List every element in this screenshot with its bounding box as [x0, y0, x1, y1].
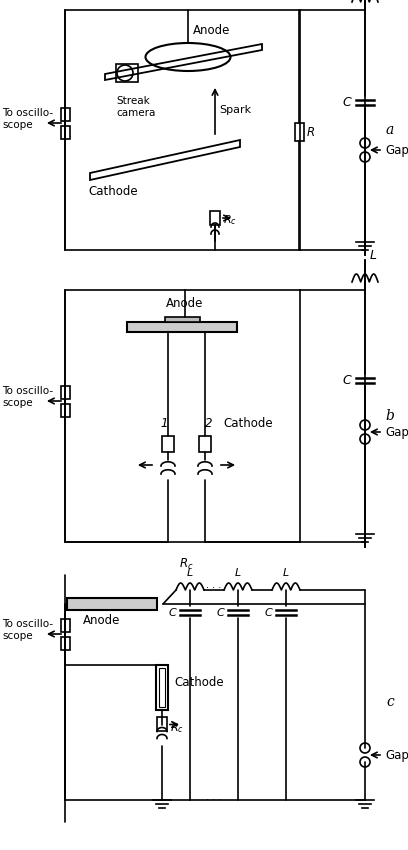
Text: · · ·: · · ·	[206, 795, 222, 805]
Bar	[157, 717, 167, 730]
Bar	[67, 598, 157, 610]
Text: $L$: $L$	[282, 566, 290, 578]
Text: Anode: Anode	[193, 24, 231, 37]
Bar	[199, 436, 211, 452]
Text: 2: 2	[205, 417, 213, 430]
Text: Gap: Gap	[385, 144, 408, 156]
Text: · · ·: · · ·	[206, 583, 222, 593]
Text: Cathode: Cathode	[223, 417, 273, 430]
Bar	[116, 64, 138, 82]
Text: $C$: $C$	[216, 606, 226, 618]
Text: c: c	[386, 695, 394, 709]
Text: Cathode: Cathode	[88, 185, 137, 198]
Bar	[295, 123, 304, 141]
Bar	[60, 107, 69, 121]
Text: To oscillo-
scope: To oscillo- scope	[2, 386, 53, 408]
Text: $C$: $C$	[342, 373, 353, 387]
Bar	[60, 404, 69, 416]
Text: Anode: Anode	[83, 614, 120, 627]
Text: Gap: Gap	[385, 749, 408, 762]
Bar	[60, 126, 69, 139]
Text: Streak
camera: Streak camera	[116, 96, 155, 117]
Text: b: b	[386, 409, 395, 423]
Bar	[127, 322, 237, 332]
Bar	[60, 386, 69, 399]
Text: Gap: Gap	[385, 426, 408, 439]
Bar	[159, 667, 165, 706]
Text: $R_c$: $R_c$	[223, 213, 237, 227]
Text: Cathode: Cathode	[174, 676, 224, 688]
Text: $C$: $C$	[264, 606, 274, 618]
Bar	[156, 665, 168, 710]
Text: $R_c$: $R_c$	[170, 722, 184, 735]
Text: 1: 1	[160, 417, 168, 430]
Text: $L$: $L$	[234, 566, 242, 578]
Bar	[60, 637, 69, 649]
Text: a: a	[386, 123, 394, 137]
Text: To oscillo-
scope: To oscillo- scope	[2, 619, 53, 641]
Text: To oscillo-
scope: To oscillo- scope	[2, 108, 53, 130]
Bar	[210, 211, 220, 225]
Text: $C$: $C$	[342, 95, 353, 109]
Text: $R$: $R$	[306, 126, 315, 139]
Text: Anode: Anode	[166, 297, 204, 310]
Text: $R_c$: $R_c$	[179, 557, 194, 572]
Text: $L$: $L$	[369, 249, 377, 262]
Text: $L$: $L$	[186, 566, 194, 578]
Text: Spark: Spark	[219, 105, 251, 115]
Bar	[60, 619, 69, 632]
Bar	[165, 317, 200, 322]
Text: $C$: $C$	[168, 606, 178, 618]
Bar	[162, 436, 174, 452]
